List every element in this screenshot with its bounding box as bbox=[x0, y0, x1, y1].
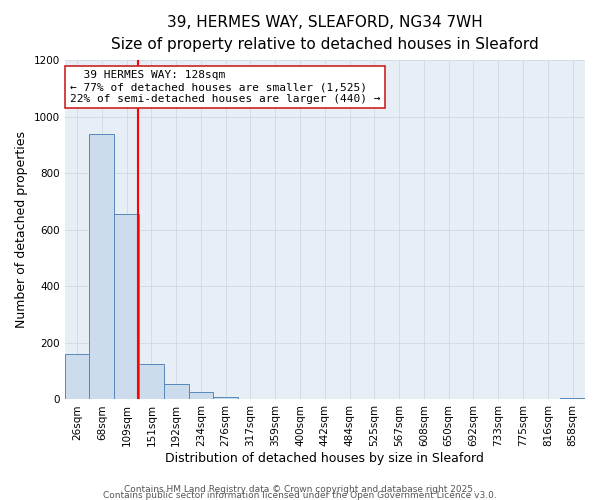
Bar bbox=[114, 214, 139, 400]
Y-axis label: Number of detached properties: Number of detached properties bbox=[15, 132, 28, 328]
Text: Contains public sector information licensed under the Open Government Licence v3: Contains public sector information licen… bbox=[103, 490, 497, 500]
Text: 39 HERMES WAY: 128sqm  
← 77% of detached houses are smaller (1,525)
22% of semi: 39 HERMES WAY: 128sqm ← 77% of detached … bbox=[70, 70, 380, 104]
Bar bbox=[188, 392, 214, 400]
Text: Contains HM Land Registry data © Crown copyright and database right 2025.: Contains HM Land Registry data © Crown c… bbox=[124, 484, 476, 494]
Bar bbox=[560, 398, 585, 400]
Title: 39, HERMES WAY, SLEAFORD, NG34 7WH
Size of property relative to detached houses : 39, HERMES WAY, SLEAFORD, NG34 7WH Size … bbox=[111, 15, 539, 52]
Bar bbox=[238, 399, 263, 400]
Bar bbox=[139, 364, 164, 400]
Bar bbox=[65, 354, 89, 400]
Bar bbox=[89, 134, 114, 400]
Bar bbox=[214, 396, 238, 400]
X-axis label: Distribution of detached houses by size in Sleaford: Distribution of detached houses by size … bbox=[166, 452, 484, 465]
Bar bbox=[164, 384, 188, 400]
